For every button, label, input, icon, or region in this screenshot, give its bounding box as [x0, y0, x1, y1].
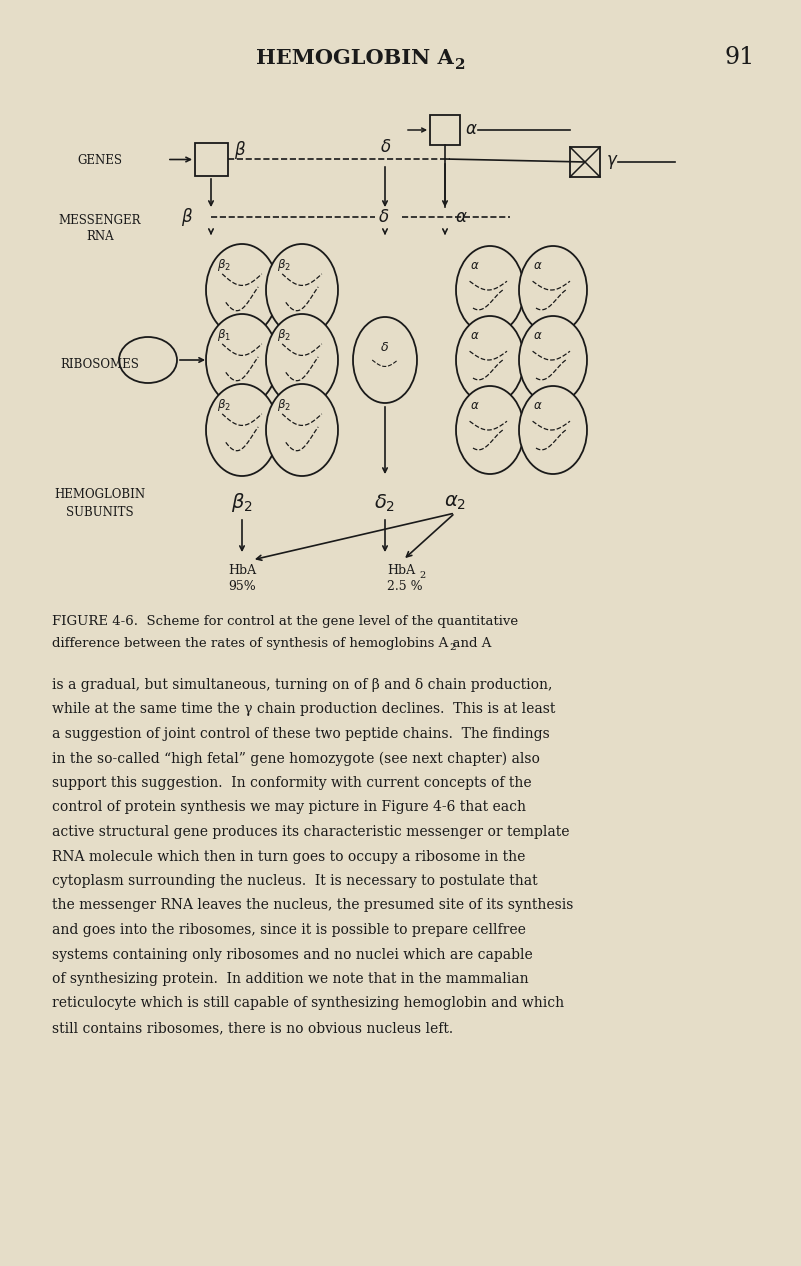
- Text: $\alpha$: $\alpha$: [455, 209, 468, 225]
- Ellipse shape: [119, 337, 177, 384]
- Text: support this suggestion.  In conformity with current concepts of the: support this suggestion. In conformity w…: [52, 776, 532, 790]
- Text: 91: 91: [725, 47, 755, 70]
- Text: $\delta$: $\delta$: [380, 341, 389, 353]
- Ellipse shape: [519, 246, 587, 334]
- Bar: [195, 143, 228, 176]
- Ellipse shape: [519, 316, 587, 404]
- Ellipse shape: [456, 316, 524, 404]
- Text: SUBUNITS: SUBUNITS: [66, 505, 134, 519]
- Text: $\beta_2$: $\beta_2$: [217, 396, 231, 413]
- Text: HbA: HbA: [387, 563, 415, 576]
- Text: systems containing only ribosomes and no nuclei which are capable: systems containing only ribosomes and no…: [52, 947, 533, 961]
- Ellipse shape: [353, 316, 417, 403]
- Text: $\beta$: $\beta$: [181, 206, 193, 228]
- Ellipse shape: [206, 384, 278, 476]
- Text: $\beta$: $\beta$: [234, 139, 246, 161]
- Text: 2: 2: [455, 58, 465, 72]
- Text: reticulocyte which is still capable of synthesizing hemoglobin and which: reticulocyte which is still capable of s…: [52, 996, 564, 1010]
- Ellipse shape: [519, 386, 587, 473]
- Text: a suggestion of joint control of these two peptide chains.  The findings: a suggestion of joint control of these t…: [52, 727, 549, 741]
- Text: HEMOGLOBIN: HEMOGLOBIN: [54, 489, 146, 501]
- Text: control of protein synthesis we may picture in Figure 4-6 that each: control of protein synthesis we may pict…: [52, 800, 526, 814]
- Text: FIGURE 4-6.  Scheme for control at the gene level of the quantitative: FIGURE 4-6. Scheme for control at the ge…: [52, 615, 518, 628]
- Ellipse shape: [456, 386, 524, 473]
- Text: HEMOGLOBIN A: HEMOGLOBIN A: [256, 48, 454, 68]
- Text: RIBOSOMES: RIBOSOMES: [61, 358, 139, 371]
- Text: active structural gene produces its characteristic messenger or template: active structural gene produces its char…: [52, 825, 570, 839]
- Text: $\delta$: $\delta$: [380, 139, 392, 156]
- Text: and goes into the ribosomes, since it is possible to prepare cellfree: and goes into the ribosomes, since it is…: [52, 923, 526, 937]
- Text: difference between the rates of synthesis of hemoglobins A and A: difference between the rates of synthesi…: [52, 637, 491, 649]
- Text: cytoplasm surrounding the nucleus.  It is necessary to postulate that: cytoplasm surrounding the nucleus. It is…: [52, 874, 537, 887]
- Text: $\alpha_2$: $\alpha_2$: [444, 494, 466, 513]
- Text: $\beta_2$: $\beta_2$: [277, 257, 291, 272]
- Text: the messenger RNA leaves the nucleus, the presumed site of its synthesis: the messenger RNA leaves the nucleus, th…: [52, 899, 574, 913]
- Text: 2: 2: [449, 643, 456, 652]
- Ellipse shape: [206, 244, 278, 335]
- Text: is a gradual, but simultaneous, turning on of β and δ chain production,: is a gradual, but simultaneous, turning …: [52, 679, 553, 693]
- Text: $\beta_2$: $\beta_2$: [277, 396, 291, 413]
- Text: $\delta$: $\delta$: [378, 209, 389, 225]
- Text: $\alpha$: $\alpha$: [533, 329, 542, 342]
- Text: $\alpha$: $\alpha$: [533, 260, 542, 272]
- Ellipse shape: [266, 314, 338, 406]
- Text: in the so-called “high fetal” gene homozygote (see next chapter) also: in the so-called “high fetal” gene homoz…: [52, 752, 540, 766]
- Text: $\alpha$: $\alpha$: [470, 329, 480, 342]
- Text: 2.5 %: 2.5 %: [387, 580, 423, 592]
- Text: $\delta_2$: $\delta_2$: [374, 492, 396, 514]
- Ellipse shape: [456, 246, 524, 334]
- Ellipse shape: [266, 244, 338, 335]
- Text: $\gamma$: $\gamma$: [606, 153, 618, 171]
- Text: $\beta_2$: $\beta_2$: [277, 327, 291, 343]
- Text: $\beta_2$: $\beta_2$: [231, 491, 253, 514]
- Text: $\alpha$: $\alpha$: [465, 122, 477, 138]
- Text: $\alpha$: $\alpha$: [470, 260, 480, 272]
- Text: of synthesizing protein.  In addition we note that in the mammalian: of synthesizing protein. In addition we …: [52, 972, 529, 986]
- Text: $\beta_2$: $\beta_2$: [217, 257, 231, 272]
- Text: RNA: RNA: [87, 230, 114, 243]
- Text: RNA molecule which then in turn goes to occupy a ribosome in the: RNA molecule which then in turn goes to …: [52, 849, 525, 863]
- Text: MESSENGER: MESSENGER: [58, 214, 141, 227]
- Text: HbA: HbA: [228, 563, 256, 576]
- Text: $\beta_1$: $\beta_1$: [217, 327, 231, 343]
- Text: 2: 2: [419, 571, 425, 580]
- Text: 95%: 95%: [228, 580, 256, 592]
- Bar: [570, 147, 600, 177]
- Bar: [430, 115, 460, 146]
- Text: $\alpha$: $\alpha$: [470, 399, 480, 413]
- Ellipse shape: [266, 384, 338, 476]
- Ellipse shape: [206, 314, 278, 406]
- Text: $\alpha$: $\alpha$: [533, 399, 542, 413]
- Text: still contains ribosomes, there is no obvious nucleus left.: still contains ribosomes, there is no ob…: [52, 1020, 453, 1036]
- Text: while at the same time the γ chain production declines.  This is at least: while at the same time the γ chain produ…: [52, 703, 555, 717]
- Text: GENES: GENES: [78, 153, 123, 167]
